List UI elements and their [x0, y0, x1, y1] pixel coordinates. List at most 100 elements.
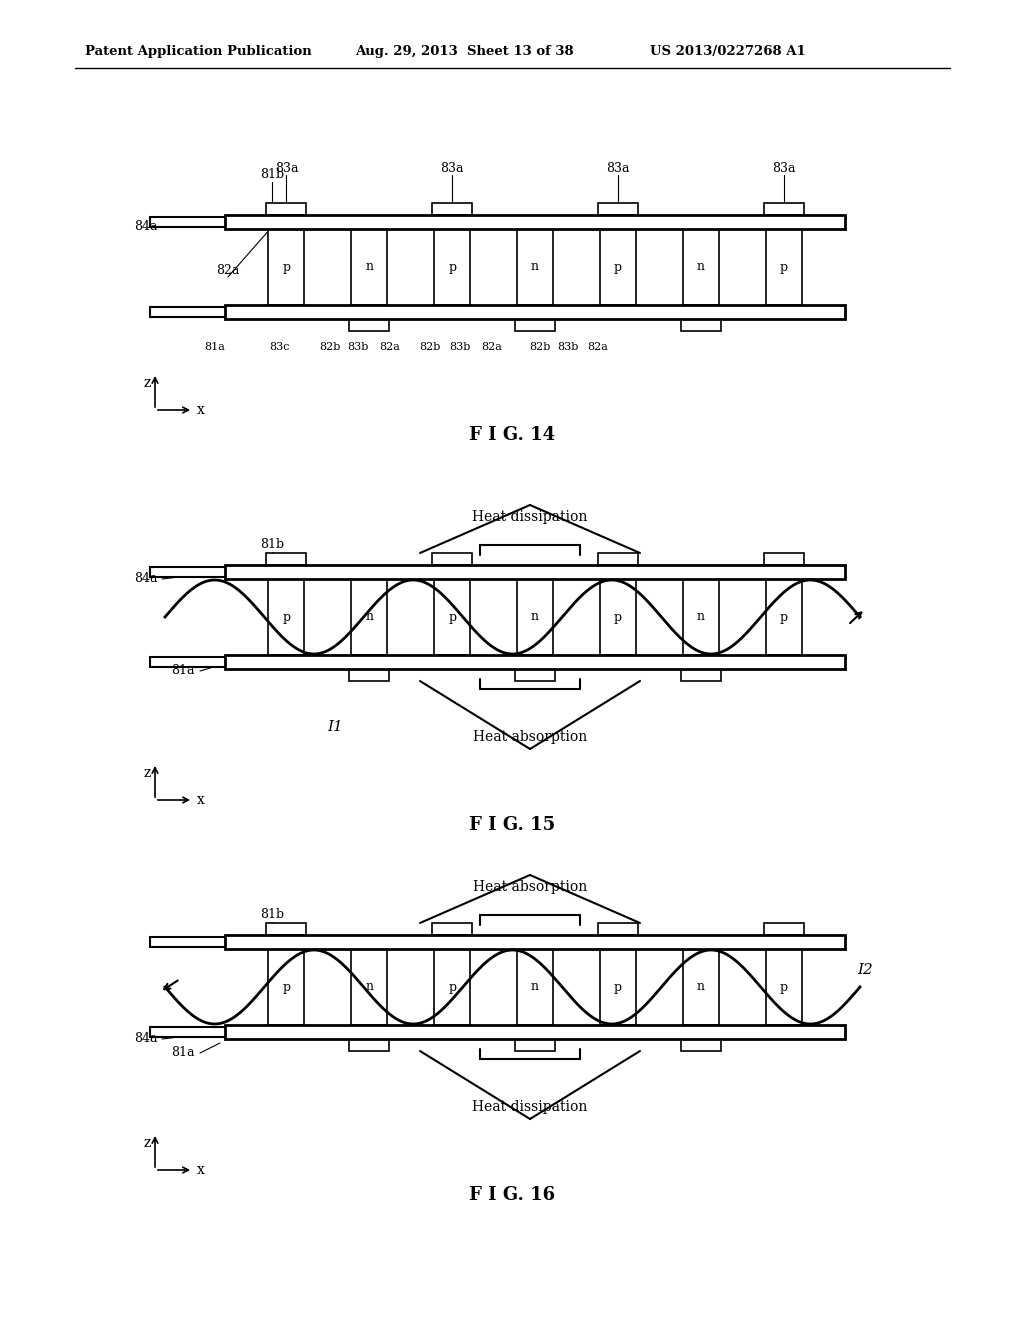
- Text: n: n: [696, 981, 705, 994]
- Text: 84a: 84a: [134, 573, 158, 586]
- Bar: [150, 937, 230, 946]
- Bar: [349, 319, 389, 331]
- Bar: [766, 579, 802, 655]
- Bar: [432, 203, 472, 215]
- Bar: [515, 1039, 555, 1051]
- Text: Heat dissipation: Heat dissipation: [472, 510, 588, 524]
- Bar: [766, 949, 802, 1026]
- Text: 83a: 83a: [606, 161, 630, 174]
- Bar: [766, 228, 802, 305]
- Text: p: p: [449, 610, 457, 623]
- Text: Heat absorption: Heat absorption: [473, 880, 587, 894]
- Text: p: p: [283, 610, 291, 623]
- Text: p: p: [283, 981, 291, 994]
- Bar: [683, 228, 719, 305]
- Text: 82b: 82b: [529, 342, 551, 352]
- Text: 82a: 82a: [216, 264, 240, 276]
- Bar: [517, 949, 553, 1026]
- Text: 81a: 81a: [171, 664, 195, 677]
- Bar: [268, 579, 304, 655]
- Bar: [266, 923, 306, 935]
- Bar: [600, 579, 636, 655]
- Text: n: n: [696, 260, 705, 273]
- Bar: [225, 655, 845, 669]
- Text: 83b: 83b: [347, 342, 369, 352]
- Text: F I G. 14: F I G. 14: [469, 426, 555, 444]
- Text: p: p: [779, 260, 787, 273]
- Bar: [225, 305, 845, 319]
- Text: x: x: [197, 793, 205, 807]
- Bar: [150, 568, 230, 577]
- Bar: [225, 1026, 845, 1039]
- Bar: [598, 553, 638, 565]
- Text: p: p: [613, 981, 622, 994]
- Bar: [266, 203, 306, 215]
- Text: 83c: 83c: [269, 342, 290, 352]
- Text: n: n: [531, 610, 539, 623]
- Text: x: x: [197, 403, 205, 417]
- Bar: [600, 949, 636, 1026]
- Text: 81b: 81b: [260, 539, 284, 552]
- Text: n: n: [696, 610, 705, 623]
- Text: p: p: [779, 610, 787, 623]
- Bar: [764, 553, 804, 565]
- Text: p: p: [613, 610, 622, 623]
- Text: p: p: [283, 260, 291, 273]
- Bar: [225, 565, 845, 579]
- Text: US 2013/0227268 A1: US 2013/0227268 A1: [650, 45, 806, 58]
- Text: 83a: 83a: [440, 161, 464, 174]
- Text: 82a: 82a: [380, 342, 400, 352]
- Bar: [266, 553, 306, 565]
- Bar: [683, 949, 719, 1026]
- Bar: [349, 669, 389, 681]
- Text: n: n: [366, 260, 374, 273]
- Bar: [225, 935, 845, 949]
- Text: F I G. 15: F I G. 15: [469, 816, 555, 834]
- Bar: [150, 308, 230, 317]
- Bar: [432, 923, 472, 935]
- Bar: [681, 319, 721, 331]
- Text: Heat absorption: Heat absorption: [473, 730, 587, 744]
- Text: 81b: 81b: [260, 169, 284, 181]
- Bar: [681, 1039, 721, 1051]
- Text: 84a: 84a: [134, 1032, 158, 1045]
- Text: 83a: 83a: [772, 161, 796, 174]
- Bar: [434, 949, 470, 1026]
- Text: n: n: [531, 981, 539, 994]
- Text: I2: I2: [857, 964, 872, 977]
- Bar: [515, 319, 555, 331]
- Bar: [681, 669, 721, 681]
- Bar: [150, 657, 230, 667]
- Text: p: p: [449, 260, 457, 273]
- Bar: [434, 579, 470, 655]
- Text: 83b: 83b: [450, 342, 471, 352]
- Bar: [598, 203, 638, 215]
- Text: 82a: 82a: [481, 342, 503, 352]
- Text: n: n: [531, 260, 539, 273]
- Text: 83b: 83b: [557, 342, 579, 352]
- Text: 81b: 81b: [260, 908, 284, 921]
- Text: n: n: [366, 981, 374, 994]
- Bar: [517, 228, 553, 305]
- Text: n: n: [366, 610, 374, 623]
- Bar: [432, 553, 472, 565]
- Text: 82b: 82b: [319, 342, 341, 352]
- Bar: [150, 216, 230, 227]
- Bar: [349, 1039, 389, 1051]
- Bar: [598, 923, 638, 935]
- Bar: [434, 228, 470, 305]
- Bar: [351, 228, 387, 305]
- Text: 81a: 81a: [171, 1047, 195, 1060]
- Bar: [515, 669, 555, 681]
- Text: z: z: [143, 766, 151, 780]
- Text: Patent Application Publication: Patent Application Publication: [85, 45, 311, 58]
- Text: F I G. 16: F I G. 16: [469, 1185, 555, 1204]
- Bar: [517, 579, 553, 655]
- Bar: [764, 923, 804, 935]
- Bar: [225, 215, 845, 228]
- Text: x: x: [197, 1163, 205, 1177]
- Text: p: p: [613, 260, 622, 273]
- Bar: [268, 949, 304, 1026]
- Text: p: p: [779, 981, 787, 994]
- Text: z: z: [143, 1137, 151, 1150]
